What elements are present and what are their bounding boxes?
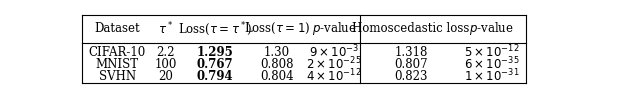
Text: 1.295: 1.295 (196, 46, 234, 59)
Text: 0.807: 0.807 (394, 58, 428, 71)
Text: Homoscedastic loss: Homoscedastic loss (353, 22, 470, 35)
Text: 20: 20 (158, 70, 173, 83)
Text: 2.2: 2.2 (156, 46, 175, 59)
Text: 0.823: 0.823 (394, 70, 428, 83)
Text: $2 \times 10^{-25}$: $2 \times 10^{-25}$ (307, 56, 362, 73)
Text: $\it{p}$-value: $\it{p}$-value (469, 20, 514, 37)
Text: 0.767: 0.767 (197, 58, 234, 71)
Text: 1.318: 1.318 (394, 46, 428, 59)
Text: MNIST: MNIST (95, 58, 139, 71)
Text: Dataset: Dataset (94, 22, 140, 35)
Text: $\it{p}$-value: $\it{p}$-value (312, 20, 356, 37)
Text: Loss($\tau = 1$): Loss($\tau = 1$) (244, 21, 310, 36)
Text: 100: 100 (154, 58, 177, 71)
Text: $6 \times 10^{-35}$: $6 \times 10^{-35}$ (464, 56, 520, 73)
Text: CIFAR-10: CIFAR-10 (88, 46, 146, 59)
Text: $5 \times 10^{-12}$: $5 \times 10^{-12}$ (464, 44, 520, 61)
Text: Loss($\tau = \tau^*$): Loss($\tau = \tau^*$) (178, 20, 252, 38)
Text: $4 \times 10^{-12}$: $4 \times 10^{-12}$ (307, 68, 362, 85)
Text: $9 \times 10^{-3}$: $9 \times 10^{-3}$ (309, 44, 360, 61)
Text: 0.808: 0.808 (260, 58, 294, 71)
Text: 1.30: 1.30 (264, 46, 290, 59)
Text: $\tau^*$: $\tau^*$ (158, 21, 173, 37)
Text: 0.794: 0.794 (197, 70, 234, 83)
Text: 0.804: 0.804 (260, 70, 294, 83)
Text: SVHN: SVHN (99, 70, 136, 83)
Text: $1 \times 10^{-31}$: $1 \times 10^{-31}$ (464, 68, 520, 85)
